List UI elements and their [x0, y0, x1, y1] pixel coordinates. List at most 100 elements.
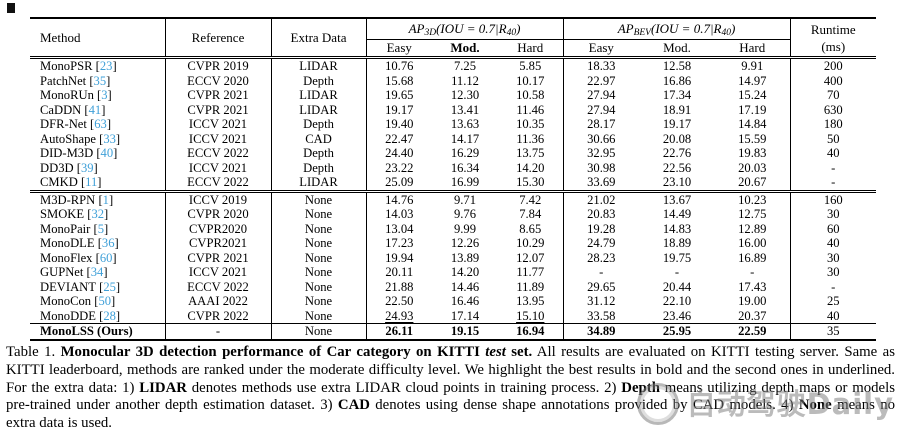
- ap3d-value-cell: 11.46: [498, 102, 564, 117]
- citation-link[interactable]: 34: [90, 265, 104, 279]
- apbev-value-cell: 30.98: [587, 160, 616, 175]
- apbev-value-cell: 28.23: [587, 250, 616, 265]
- citation-link[interactable]: 5: [97, 221, 105, 236]
- apbev-value-cell: 28.17: [587, 117, 616, 131]
- citation-link[interactable]: 1: [102, 192, 109, 207]
- table-group-extra-data: MonoPSR [23] CVPR 2019 LIDAR 10.76 7.25 5.85 1…: [30, 57, 877, 191]
- ap3d-value-cell: 14.76: [385, 192, 414, 207]
- caption-segment: LIDAR: [139, 379, 187, 396]
- citation-link[interactable]: 32: [91, 207, 105, 221]
- apbev-math-sub: BEV: [633, 28, 651, 38]
- apbev-value-cell: 14.84: [715, 117, 791, 132]
- apbev-value-cell: 32.95: [587, 146, 616, 160]
- apbev-value-cell: 30.66: [587, 131, 616, 146]
- reference-cell: CVPR2020: [165, 221, 272, 236]
- citation-link[interactable]: 33: [103, 131, 116, 146]
- table-row: MonoLSS (Ours) - None 26.11 19.15 16.94 34.89 2…: [30, 323, 876, 340]
- extra-data-cell: None: [271, 236, 367, 251]
- citation-link[interactable]: 63: [94, 117, 107, 131]
- apbev-value-cell: 27.94: [587, 102, 616, 117]
- ap3d-value-cell: 16.99: [450, 175, 480, 189]
- runtime-cell: 40: [826, 146, 840, 160]
- results-table: Method Reference Extra Data AP3D(IOU = 0…: [30, 17, 877, 341]
- runtime-cell: 25: [826, 294, 840, 308]
- citation-link[interactable]: 25: [103, 279, 116, 294]
- apbev-math-sub2: 40: [721, 28, 731, 38]
- apbev-value-cell: 18.33: [587, 59, 616, 73]
- reference-cell: CVPR 2022: [165, 308, 272, 324]
- ap3d-value-cell: 19.94: [385, 250, 414, 265]
- reference-cell: CVPR 2021: [165, 250, 272, 265]
- method-cell: CaDDN [41]: [30, 102, 166, 117]
- ap3d-value-cell: 13.63: [450, 117, 480, 131]
- apbev-value-cell: -: [599, 265, 604, 279]
- ap3d-value-cell: 7.25: [453, 59, 477, 73]
- citation-link[interactable]: 36: [101, 236, 115, 250]
- caption-segment: denotes using dense shape annotations pr…: [369, 397, 799, 414]
- ap3d-value-cell: 21.88: [385, 279, 414, 294]
- citation-link[interactable]: 11: [85, 175, 98, 189]
- runtime-cell: 30: [826, 265, 840, 279]
- apbev-value-cell: 19.17: [662, 117, 692, 131]
- ap3d-value-cell: 17.14: [450, 308, 480, 323]
- extra-data-cell: LIDAR: [271, 88, 367, 103]
- method-cell: DID-M3D [40]: [30, 146, 166, 161]
- ap3d-value-cell: 14.46: [450, 279, 480, 294]
- apbev-value-cell: 12.89: [715, 221, 791, 236]
- ap3d-value-cell: 17.23: [385, 236, 414, 250]
- ap3d-value-cell: 14.20: [498, 160, 564, 175]
- apbev-value-cell: 20.08: [662, 131, 692, 146]
- apbev-value-cell: -: [715, 265, 791, 280]
- table-row: CMKD [11] ECCV 2022 LIDAR 25.09 16.99 15.30 33…: [30, 175, 876, 191]
- caption-segment: test: [485, 344, 506, 360]
- table-row: CaDDN [41] CVPR 2021 LIDAR 19.17 13.41 11.46 2…: [30, 102, 876, 117]
- col-header-reference: Reference: [165, 18, 272, 58]
- ap3d-value-cell: 11.12: [451, 73, 479, 88]
- citation-link[interactable]: 35: [93, 73, 107, 88]
- citation-link[interactable]: 23: [99, 59, 113, 73]
- apbev-value-cell: 14.83: [662, 221, 692, 236]
- ap3d-value-cell: 16.34: [450, 160, 480, 175]
- citation-link[interactable]: 3: [101, 88, 108, 102]
- extra-data-cell: None: [271, 207, 367, 222]
- apbev-value-cell: 15.24: [715, 88, 791, 103]
- table-row: DEVIANT [25] ECCV 2022 None 21.88 14.46 11.89…: [30, 279, 876, 294]
- citation-link[interactable]: 40: [100, 146, 114, 160]
- apbev-value-cell: 13.67: [662, 192, 692, 207]
- table-row: DID-M3D [40] ECCV 2022 Depth 24.40 16.29 13.7…: [30, 146, 876, 161]
- reference-cell: -: [165, 323, 272, 340]
- extra-data-cell: Depth: [271, 160, 367, 175]
- method-cell: DFR-Net [63]: [30, 117, 166, 132]
- apbev-math-base: AP: [617, 21, 634, 36]
- caption-segment: Depth: [621, 379, 660, 396]
- method-cell: M3D-RPN [1]: [30, 191, 166, 207]
- ap3d-math-base: AP: [408, 21, 425, 36]
- citation-link[interactable]: 41: [88, 102, 102, 117]
- apbev-value-cell: 17.43: [715, 279, 791, 294]
- extra-data-cell: None: [271, 294, 367, 309]
- runtime-cell: 70: [826, 88, 840, 102]
- apbev-value-cell: 20.67: [715, 175, 791, 191]
- ap3d-value-cell: 15.30: [498, 175, 564, 191]
- citation-link[interactable]: 39: [80, 160, 94, 175]
- apbev-value-cell: 22.76: [662, 146, 692, 160]
- extra-data-cell: Depth: [271, 73, 367, 88]
- citation-link[interactable]: 28: [103, 308, 116, 323]
- extra-data-cell: None: [271, 279, 367, 294]
- caption-segment: CAD: [337, 397, 370, 414]
- apbev-math-mid: (IOU = 0.7|R: [651, 21, 722, 36]
- apbev-value-cell: 22.56: [662, 160, 692, 175]
- ap3d-value-cell: 5.85: [498, 57, 564, 74]
- citation-link[interactable]: 50: [98, 294, 112, 308]
- runtime-cell: 200: [823, 59, 843, 73]
- subheader-easy-bev: Easy: [588, 40, 614, 55]
- citation-link[interactable]: 60: [99, 250, 113, 265]
- apbev-value-cell: 12.58: [662, 59, 692, 73]
- apbev-value-cell: 19.00: [715, 294, 791, 309]
- ap3d-value-cell: 9.99: [453, 221, 477, 236]
- apbev-value-cell: 16.86: [662, 73, 692, 88]
- method-cell: AutoShape [33]: [30, 131, 166, 146]
- ap3d-value-cell: 7.42: [498, 191, 564, 207]
- extra-data-cell: None: [271, 323, 367, 340]
